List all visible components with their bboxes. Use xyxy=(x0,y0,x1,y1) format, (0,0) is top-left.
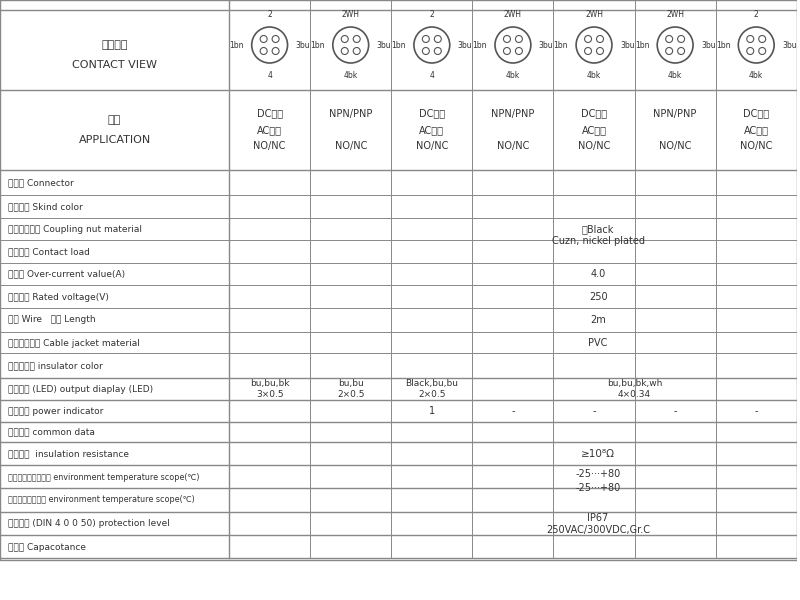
Text: 2: 2 xyxy=(267,10,272,19)
Text: 4: 4 xyxy=(430,71,434,80)
Text: 4bk: 4bk xyxy=(343,71,358,80)
Text: NPN/PNP

NO/NC: NPN/PNP NO/NC xyxy=(329,109,373,151)
Text: 1bn: 1bn xyxy=(634,40,650,49)
Text: 3bu: 3bu xyxy=(701,40,716,49)
Text: 环境温度范围接插件 environment temperature scope(℃): 环境温度范围接插件 environment temperature scope(… xyxy=(8,473,199,481)
Text: 3bu: 3bu xyxy=(620,40,634,49)
Text: 1bn: 1bn xyxy=(554,40,568,49)
Text: 3bu: 3bu xyxy=(458,40,472,49)
Text: 4bk: 4bk xyxy=(749,71,763,80)
Text: 2: 2 xyxy=(430,10,434,19)
Text: 2WH: 2WH xyxy=(504,10,522,19)
Text: -25···+80: -25···+80 xyxy=(575,469,621,479)
Text: PVC: PVC xyxy=(588,338,608,348)
Text: -25···+80: -25···+80 xyxy=(575,483,621,493)
Text: 1bn: 1bn xyxy=(230,40,244,49)
Text: IP67
250VAC/300VDC,Gr.C: IP67 250VAC/300VDC,Gr.C xyxy=(546,513,650,535)
Text: -: - xyxy=(592,406,596,416)
Text: DC二线
AC二线
NO/NC: DC二线 AC二线 NO/NC xyxy=(740,109,773,151)
Text: 过流值 Over-current value(A): 过流值 Over-current value(A) xyxy=(8,269,125,278)
Text: 250: 250 xyxy=(589,292,607,302)
Text: 1bn: 1bn xyxy=(310,40,325,49)
Text: 防护等级 (DIN 4 0 0 50) protection level: 防护等级 (DIN 4 0 0 50) protection level xyxy=(8,520,170,529)
Text: 接触负载 Contact load: 接触负载 Contact load xyxy=(8,247,90,257)
Text: 通电指示 power indicator: 通电指示 power indicator xyxy=(8,407,103,415)
Text: 2WH: 2WH xyxy=(342,10,360,19)
Text: 2m: 2m xyxy=(590,315,606,325)
Text: 4.0: 4.0 xyxy=(590,269,606,279)
Text: 2: 2 xyxy=(754,10,758,19)
Text: bu,bu,bk,wh
4×0.34: bu,bu,bk,wh 4×0.34 xyxy=(607,379,662,398)
Text: CONTACT VIEW: CONTACT VIEW xyxy=(72,60,157,70)
Text: 2WH: 2WH xyxy=(585,10,603,19)
Text: APPLICATION: APPLICATION xyxy=(78,135,150,145)
Text: DC二线
AC二线
NO/NC: DC二线 AC二线 NO/NC xyxy=(254,109,286,151)
Text: bu,bu,bk
3×0.5: bu,bu,bk 3×0.5 xyxy=(250,379,290,398)
Text: 3bu: 3bu xyxy=(377,40,391,49)
Text: -: - xyxy=(754,406,758,416)
Text: ≥10⁸Ω: ≥10⁸Ω xyxy=(581,449,615,459)
Text: 输出显示 (LED) output diaplay (LED): 输出显示 (LED) output diaplay (LED) xyxy=(8,385,153,394)
Text: 4bk: 4bk xyxy=(506,71,520,80)
Text: 黑Black
Cuzn, nickel plated: 黑Black Cuzn, nickel plated xyxy=(551,224,645,246)
Text: 电缆 Wire   长度 Length: 电缆 Wire 长度 Length xyxy=(8,316,95,325)
Text: 绝缘电阻  insulation resistance: 绝缘电阻 insulation resistance xyxy=(8,449,129,458)
Text: 3bu: 3bu xyxy=(295,40,310,49)
Text: 绝缘体颜色 insulator color: 绝缘体颜色 insulator color xyxy=(8,361,102,370)
Text: 4: 4 xyxy=(267,71,272,80)
Text: 一般数据 common data: 一般数据 common data xyxy=(8,427,95,437)
Text: DC二线
AC二线
NO/NC: DC二线 AC二线 NO/NC xyxy=(416,109,448,151)
Text: bu,bu
2×0.5: bu,bu 2×0.5 xyxy=(337,379,365,398)
Text: 环境温度范围电缆 environment temperature scope(℃): 环境温度范围电缆 environment temperature scope(℃… xyxy=(8,496,194,505)
Text: 电缆外皮材料 Cable jacket material: 电缆外皮材料 Cable jacket material xyxy=(8,338,140,347)
Text: 额定电压 Rated voltage(V): 额定电压 Rated voltage(V) xyxy=(8,292,109,301)
Text: DC二线
AC二线
NO/NC: DC二线 AC二线 NO/NC xyxy=(578,109,610,151)
Text: -: - xyxy=(674,406,677,416)
Text: NPN/PNP

NO/NC: NPN/PNP NO/NC xyxy=(654,109,697,151)
Text: 连接螺母材料 Coupling nut material: 连接螺母材料 Coupling nut material xyxy=(8,224,142,233)
Text: Black,bu,bu
2×0.5: Black,bu,bu 2×0.5 xyxy=(406,379,458,398)
Text: NPN/PNP

NO/NC: NPN/PNP NO/NC xyxy=(491,109,534,151)
Text: 接插件 Connector: 接插件 Connector xyxy=(8,179,74,187)
Text: 1bn: 1bn xyxy=(391,40,406,49)
Text: 4bk: 4bk xyxy=(668,71,682,80)
Text: 3bu: 3bu xyxy=(782,40,797,49)
Text: 2WH: 2WH xyxy=(666,10,684,19)
Text: 1bn: 1bn xyxy=(716,40,730,49)
Text: 1bn: 1bn xyxy=(473,40,487,49)
Text: 1: 1 xyxy=(429,406,435,416)
Text: 应用: 应用 xyxy=(108,115,121,125)
Text: -: - xyxy=(511,406,514,416)
Text: 外套颜色 Skind color: 外套颜色 Skind color xyxy=(8,202,82,211)
Text: 4bk: 4bk xyxy=(587,71,601,80)
Text: 3bu: 3bu xyxy=(539,40,554,49)
Text: 电容量 Capacotance: 电容量 Capacotance xyxy=(8,542,86,551)
Text: 接插外形: 接插外形 xyxy=(102,40,128,50)
